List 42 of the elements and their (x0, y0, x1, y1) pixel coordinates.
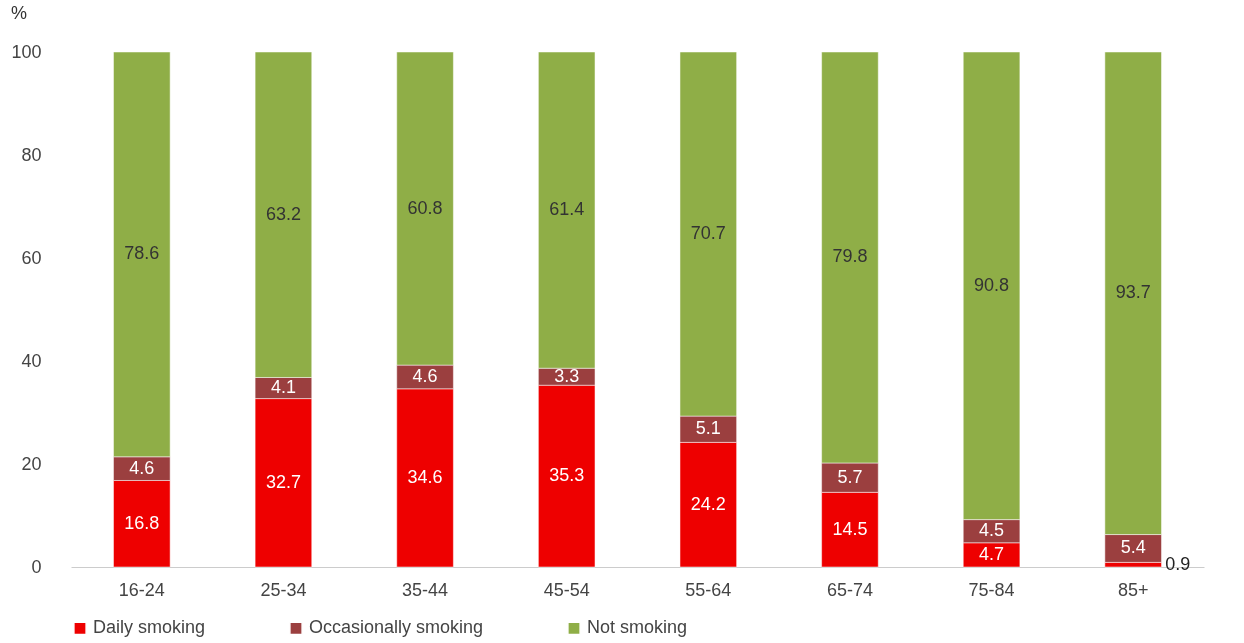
data-label: 4.6 (412, 365, 438, 386)
data-label: 5.7 (837, 466, 863, 487)
data-label: 24.2 (690, 493, 726, 514)
data-label: 4.1 (270, 377, 296, 398)
data-label: 3.3 (554, 365, 580, 386)
data-label: 5.4 (1120, 537, 1146, 558)
data-label: 4.6 (129, 457, 155, 478)
data-label: 0.9 (1165, 553, 1191, 574)
x-tick-label: 35-44 (402, 579, 449, 600)
legend-label: Daily smoking (93, 617, 206, 638)
data-label: 78.6 (124, 243, 160, 264)
legend-label: Occasionally smoking (309, 617, 484, 638)
y-tick-label: 20 (21, 453, 42, 474)
y-tick-label: 60 (21, 247, 42, 268)
data-label: 70.7 (690, 223, 726, 244)
x-tick-label: 65-74 (826, 579, 873, 600)
x-tick-label: 55-64 (685, 579, 732, 600)
data-label: 60.8 (407, 197, 443, 218)
data-label: 90.8 (974, 274, 1010, 295)
x-tick-label: 25-34 (260, 579, 307, 600)
data-label: 32.7 (265, 471, 301, 492)
x-tick-label: 75-84 (968, 579, 1015, 600)
data-label: 4.5 (979, 520, 1005, 541)
y-tick-label: 40 (21, 350, 42, 371)
data-label: 35.3 (549, 465, 585, 486)
data-label: 79.8 (832, 246, 868, 267)
data-label: 61.4 (549, 199, 585, 220)
data-label: 16.8 (124, 512, 160, 533)
data-label: 5.1 (695, 418, 721, 439)
legend-label: Not smoking (587, 617, 688, 638)
data-label: 63.2 (265, 203, 301, 224)
data-label: 34.6 (407, 466, 443, 487)
x-tick-label: 16-24 (118, 579, 165, 600)
y-tick-label: 0 (31, 556, 42, 577)
y-tick-label: 80 (21, 144, 42, 165)
y-tick-label: 100 (11, 41, 42, 62)
x-tick-label: 85+ (1117, 579, 1149, 600)
y-axis-title: % (10, 3, 27, 23)
x-tick-label: 45-54 (543, 579, 590, 600)
data-label: 4.7 (979, 543, 1005, 564)
data-label: 93.7 (1115, 282, 1151, 303)
data-label: 14.5 (832, 518, 868, 539)
